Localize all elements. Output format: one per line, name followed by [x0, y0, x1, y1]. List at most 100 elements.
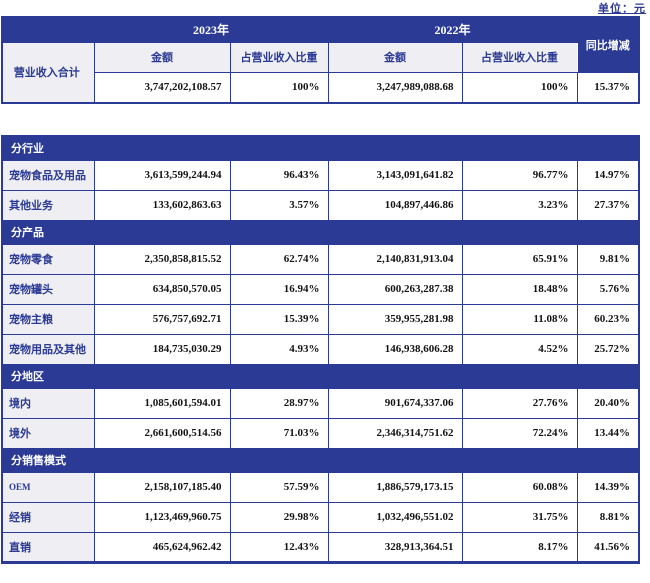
row-label: OEM	[1, 471, 95, 503]
amount-2023: 2,350,858,815.52	[93, 243, 231, 275]
amount-2022: 1,032,496,551.02	[327, 501, 463, 533]
amount-2023: 1,123,469,960.75	[93, 501, 231, 533]
revenue-breakdown-table: 分行业 宠物食品及用品 3,613,599,244.94 96.43% 3,14…	[1, 135, 640, 564]
yoy-header: 同比增减	[576, 16, 640, 73]
unit-label: 单位：元	[598, 3, 646, 15]
pct-2022: 11.08%	[461, 303, 578, 335]
amount-2022: 104,897,446.86	[327, 189, 463, 221]
yoy: 14.39%	[576, 471, 640, 503]
row-label: 直销	[1, 531, 95, 563]
table-row: 其他业务 133,602,863.63 3.57% 104,897,446.86…	[1, 189, 640, 221]
breakdown-table-body: 分行业 宠物食品及用品 3,613,599,244.94 96.43% 3,14…	[1, 135, 640, 563]
pct-2022: 31.75%	[461, 501, 578, 533]
amount-2022: 146,938,606.28	[327, 333, 463, 365]
section-title: 分行业	[1, 135, 640, 161]
yoy: 9.81%	[576, 243, 640, 275]
amount-2022: 328,913,364.51	[327, 531, 463, 563]
section-header-row: 分行业	[1, 135, 640, 161]
amount-2023: 465,624,962.42	[93, 531, 231, 563]
section-title: 分销售模式	[1, 447, 640, 473]
total-revenue-label: 营业收入合计	[1, 41, 95, 104]
pct-2022: 18.48%	[461, 273, 578, 305]
pct-2022: 72.24%	[461, 417, 578, 449]
pct-2023: 16.94%	[229, 273, 329, 305]
pct-2022: 96.77%	[461, 159, 578, 191]
pct-2023: 12.43%	[229, 531, 329, 563]
yoy: 13.44%	[576, 417, 640, 449]
total-yoy: 15.37%	[576, 71, 640, 104]
table-row: 境外 2,661,600,514.56 71.03% 2,346,314,751…	[1, 417, 640, 449]
table-row: 宠物零食 2,350,858,815.52 62.74% 2,140,831,9…	[1, 243, 640, 275]
pct-2023: 62.74%	[229, 243, 329, 275]
yoy: 5.76%	[576, 273, 640, 305]
section-title: 分地区	[1, 363, 640, 389]
pct-2022: 60.08%	[461, 471, 578, 503]
pct-2023: 96.43%	[229, 159, 329, 191]
proportion-header-2022: 占营业收入比重	[461, 41, 578, 73]
total-revenue-row: 3,747,202,108.57 100% 3,247,989,088.68 1…	[2, 71, 640, 104]
amount-2022: 901,674,337.06	[327, 387, 463, 419]
amount-2023: 576,757,692.71	[93, 303, 231, 335]
total-pct-2023: 100%	[229, 71, 329, 104]
section-header-row: 分销售模式	[1, 447, 640, 473]
year-2023-header: 2023年	[93, 16, 329, 43]
row-label: 经销	[1, 501, 95, 533]
corner-cell	[1, 16, 95, 43]
amount-2023: 1,085,601,594.01	[93, 387, 231, 419]
table-row: 经销 1,123,469,960.75 29.98% 1,032,496,551…	[1, 501, 640, 533]
yoy: 25.72%	[576, 333, 640, 365]
year-header-row: 2023年 2022年 同比增减	[1, 16, 640, 73]
amount-2023: 2,661,600,514.56	[93, 417, 231, 449]
pct-2023: 15.39%	[229, 303, 329, 335]
amount-2023: 133,602,863.63	[93, 189, 231, 221]
row-label: 宠物食品及用品	[1, 159, 95, 191]
section-header-row: 分产品	[1, 219, 640, 245]
amount-2022: 3,143,091,641.82	[327, 159, 463, 191]
amount-2022: 2,140,831,913.04	[327, 243, 463, 275]
pct-2023: 71.03%	[229, 417, 329, 449]
pct-2023: 29.98%	[229, 501, 329, 533]
table-row: 直销 465,624,962.42 12.43% 328,913,364.51 …	[1, 531, 640, 563]
row-label: 宠物主粮	[1, 303, 95, 335]
yoy: 60.23%	[576, 303, 640, 335]
row-label: 其他业务	[1, 189, 95, 221]
proportion-header-2023: 占营业收入比重	[229, 41, 329, 73]
pct-2022: 4.52%	[461, 333, 578, 365]
amount-2023: 2,158,107,185.40	[93, 471, 231, 503]
pct-2023: 28.97%	[229, 387, 329, 419]
yoy: 41.56%	[576, 531, 640, 563]
table-row: 宠物罐头 634,850,570.05 16.94% 600,263,287.3…	[1, 273, 640, 305]
revenue-summary-table: 2023年 2022年 同比增减 营业收入合计 金额 占营业收入比重 金额 占营…	[1, 16, 640, 104]
table-row: OEM 2,158,107,185.40 57.59% 1,886,579,17…	[1, 471, 640, 503]
table-row: 宠物食品及用品 3,613,599,244.94 96.43% 3,143,09…	[1, 159, 640, 191]
row-label: 宠物零食	[1, 243, 95, 275]
total-amount-2023: 3,747,202,108.57	[93, 71, 231, 104]
total-amount-2022: 3,247,989,088.68	[327, 71, 463, 104]
row-label: 境内	[1, 387, 95, 419]
table-row: 宠物用品及其他 184,735,030.29 4.93% 146,938,606…	[1, 333, 640, 365]
yoy: 8.81%	[576, 501, 640, 533]
pct-2023: 57.59%	[229, 471, 329, 503]
amount-2023: 3,613,599,244.94	[93, 159, 231, 191]
pct-2022: 27.76%	[461, 387, 578, 419]
yoy: 27.37%	[576, 189, 640, 221]
pct-2022: 3.23%	[461, 189, 578, 221]
table-row: 宠物主粮 576,757,692.71 15.39% 359,955,281.9…	[1, 303, 640, 335]
amount-2023: 184,735,030.29	[93, 333, 231, 365]
pct-2022: 65.91%	[461, 243, 578, 275]
row-label: 宠物用品及其他	[1, 333, 95, 365]
row-label: 宠物罐头	[1, 273, 95, 305]
year-2022-header: 2022年	[327, 16, 578, 43]
row-label: 境外	[1, 417, 95, 449]
amount-header-2022: 金额	[327, 41, 463, 73]
pct-2023: 3.57%	[229, 189, 329, 221]
amount-header-2023: 金额	[93, 41, 231, 73]
amount-2022: 359,955,281.98	[327, 303, 463, 335]
amount-2022: 1,886,579,173.15	[327, 471, 463, 503]
section-header-row: 分地区	[1, 363, 640, 389]
section-title: 分产品	[1, 219, 640, 245]
subheader-row: 营业收入合计 金额 占营业收入比重 金额 占营业收入比重	[1, 41, 639, 104]
pct-2023: 4.93%	[229, 333, 329, 365]
table-row: 境内 1,085,601,594.01 28.97% 901,674,337.0…	[1, 387, 640, 419]
yoy: 20.40%	[576, 387, 640, 419]
